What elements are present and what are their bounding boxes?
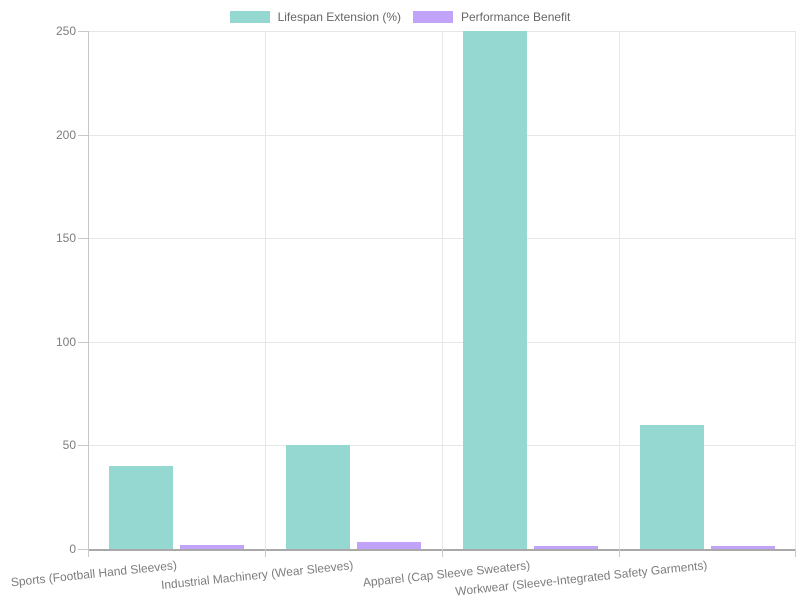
y-axis-tick-mark bbox=[78, 238, 88, 240]
legend-label: Performance Benefit bbox=[461, 10, 571, 24]
x-axis-tick-mark bbox=[442, 549, 443, 557]
x-category-label: Sports (Football Hand Sleeves) bbox=[9, 558, 178, 590]
bar-series0-cat0 bbox=[109, 466, 173, 549]
bar-series0-cat1 bbox=[286, 445, 350, 549]
bar-series0-cat2 bbox=[463, 31, 527, 549]
y-tick-label: 50 bbox=[62, 438, 76, 453]
y-axis-tick-mark bbox=[78, 134, 88, 136]
y-tick-label: 0 bbox=[69, 542, 76, 556]
x-category-label: Industrial Machinery (Wear Sleeves) bbox=[160, 558, 355, 593]
legend-swatch-icon bbox=[229, 11, 270, 23]
y-axis-tick-mark bbox=[78, 341, 88, 343]
bar-series1-cat2 bbox=[534, 545, 598, 549]
y-axis-tick-mark bbox=[78, 549, 88, 550]
x-gridline bbox=[619, 31, 620, 549]
y-tick-label: 150 bbox=[55, 231, 76, 246]
y-tick-label: 250 bbox=[55, 24, 76, 38]
plot-area bbox=[78, 31, 796, 557]
chart-legend: Lifespan Extension (%) Performance Benefi… bbox=[0, 8, 800, 26]
y-tick-label: 100 bbox=[55, 334, 76, 349]
x-gridline bbox=[265, 31, 266, 549]
y-axis-tick-mark bbox=[78, 445, 88, 447]
bar-series1-cat1 bbox=[357, 541, 421, 549]
y-tick-label: 200 bbox=[55, 127, 76, 142]
x-gridline bbox=[442, 31, 443, 549]
x-category-label: Workwear (Sleeve-Integrated Safety Garme… bbox=[454, 558, 709, 599]
legend-item-performance-benefit[interactable]: Performance Benefit bbox=[413, 10, 570, 24]
x-axis-tick-mark bbox=[88, 549, 89, 557]
legend-item-lifespan-extension[interactable]: Lifespan Extension (%) bbox=[229, 10, 401, 24]
y-axis-tick-mark bbox=[78, 31, 88, 32]
legend-label: Lifespan Extension (%) bbox=[277, 10, 401, 24]
legend-swatch-icon bbox=[413, 11, 453, 23]
x-axis-tick-mark bbox=[265, 549, 266, 557]
bar-series1-cat0 bbox=[180, 545, 244, 549]
y-axis-line bbox=[88, 31, 89, 549]
bar-series0-cat3 bbox=[640, 424, 704, 549]
x-axis-tick-mark bbox=[795, 549, 796, 557]
x-axis-tick-mark bbox=[619, 549, 620, 557]
x-gridline bbox=[795, 31, 796, 549]
bar-series1-cat3 bbox=[711, 545, 775, 549]
x-category-label: Apparel (Cap Sleeve Sweaters) bbox=[362, 558, 532, 590]
